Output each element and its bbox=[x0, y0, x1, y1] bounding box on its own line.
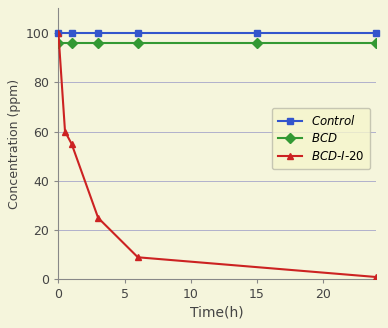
X-axis label: Time(h): Time(h) bbox=[191, 306, 244, 320]
Y-axis label: Concentration (ppm): Concentration (ppm) bbox=[8, 79, 21, 209]
Legend: $\it{Control}$, $\it{BCD}$, $\it{BCD}$-$\it{I}$-20: $\it{Control}$, $\it{BCD}$, $\it{BCD}$-$… bbox=[272, 108, 370, 169]
